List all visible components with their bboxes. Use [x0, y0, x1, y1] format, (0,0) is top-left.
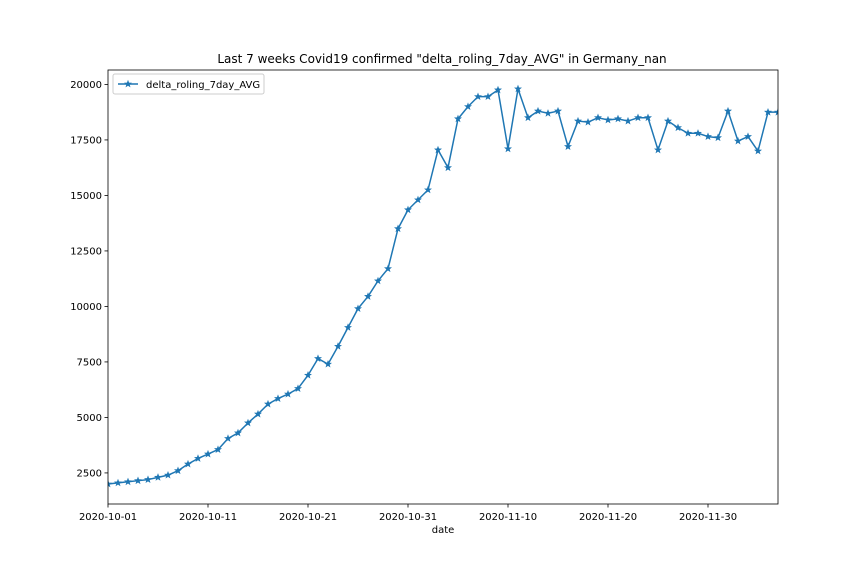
data-point: [384, 264, 392, 273]
data-point: [554, 106, 562, 115]
data-point: [744, 132, 752, 140]
data-point: [114, 478, 122, 487]
data-point: [674, 123, 682, 132]
data-point: [344, 323, 352, 331]
data-point: [754, 146, 762, 155]
y-tick-label: 10000: [70, 302, 102, 313]
data-point: [594, 113, 602, 122]
data-point: [714, 133, 722, 142]
data-point: [184, 459, 192, 468]
y-tick-label: 20000: [70, 80, 102, 91]
data-point: [274, 394, 282, 402]
legend: delta_roling_7day_AVG: [112, 73, 265, 95]
data-point: [504, 144, 512, 153]
data-point: [444, 163, 452, 172]
data-point: [404, 205, 412, 214]
data-point: [534, 106, 542, 115]
x-tick-label: 2020-10-11: [179, 512, 237, 523]
y-tick-label: 5000: [77, 413, 102, 424]
data-point: [394, 224, 402, 233]
data-point: [124, 477, 132, 486]
data-point: [604, 115, 612, 124]
series-layer: [108, 84, 778, 488]
x-tick-label: 2020-11-10: [479, 512, 537, 523]
data-point: [524, 113, 532, 122]
data-point: [664, 116, 672, 125]
data-point: [544, 109, 552, 117]
axes-layer: 2500 5000 7500 10000 12500 15000 17500 20000 202…: [70, 69, 779, 523]
series-line-0: [108, 88, 778, 485]
data-point: [684, 129, 692, 137]
data-point: [414, 195, 422, 204]
x-tick-label: 2020-10-21: [279, 512, 337, 523]
data-point: [614, 114, 622, 123]
data-point: [214, 445, 222, 454]
data-point: [224, 434, 232, 442]
data-point: [174, 466, 182, 475]
data-point: [434, 145, 442, 154]
data-point: [324, 359, 332, 368]
data-point: [364, 292, 372, 300]
data-point: [204, 449, 212, 458]
data-point: [254, 409, 262, 418]
data-point: [704, 132, 712, 140]
y-tick-label: 2500: [77, 468, 102, 479]
legend-marker-star: [124, 79, 132, 88]
data-point: [474, 92, 482, 101]
data-point: [314, 354, 322, 362]
x-axis-label: date: [432, 525, 455, 536]
data-point: [354, 304, 362, 313]
data-point: [494, 85, 502, 94]
data-point: [654, 145, 662, 154]
data-point: [514, 84, 522, 93]
data-point: [374, 276, 382, 285]
legend-box: [112, 73, 265, 95]
data-point: [624, 116, 632, 125]
data-point: [424, 185, 432, 194]
data-point: [144, 475, 152, 483]
data-point: [724, 106, 732, 115]
y-tick-label: 17500: [70, 135, 102, 146]
data-point: [634, 113, 642, 122]
data-point: [164, 470, 172, 479]
data-point: [764, 107, 772, 116]
x-tick-label: 2020-11-20: [579, 512, 637, 523]
data-point: [108, 479, 112, 488]
axes-frame: [107, 69, 779, 505]
data-point: [564, 142, 572, 150]
data-point: [774, 107, 778, 116]
data-point: [734, 136, 742, 145]
data-point: [264, 399, 272, 408]
data-point: [334, 342, 342, 350]
legend-label: delta_roling_7day_AVG: [146, 80, 260, 91]
data-point: [644, 113, 652, 122]
y-tick-label: 15000: [70, 191, 102, 202]
data-point: [454, 114, 462, 123]
x-tick-label: 2020-11-30: [679, 512, 737, 523]
data-point: [154, 473, 162, 481]
x-tick-label: 2020-10-01: [79, 512, 137, 523]
y-tick-label: 12500: [70, 246, 102, 257]
data-point: [574, 116, 582, 125]
y-tick-label: 7500: [77, 357, 102, 368]
data-point: [294, 384, 302, 392]
x-tick-label: 2020-10-31: [379, 512, 437, 523]
data-point: [284, 389, 292, 398]
data-point: [484, 92, 492, 101]
data-point: [134, 476, 142, 485]
plot-area: [108, 70, 778, 504]
series-group: [108, 84, 778, 488]
plot-background: [108, 70, 778, 504]
data-point: [304, 371, 312, 379]
data-point: [464, 102, 472, 111]
data-point: [234, 428, 242, 437]
chart-title: Last 7 weeks Covid19 confirmed "delta_ro…: [217, 52, 666, 66]
data-point: [194, 454, 202, 462]
data-point: [244, 418, 252, 427]
data-point: [584, 117, 592, 126]
data-point: [694, 129, 702, 137]
